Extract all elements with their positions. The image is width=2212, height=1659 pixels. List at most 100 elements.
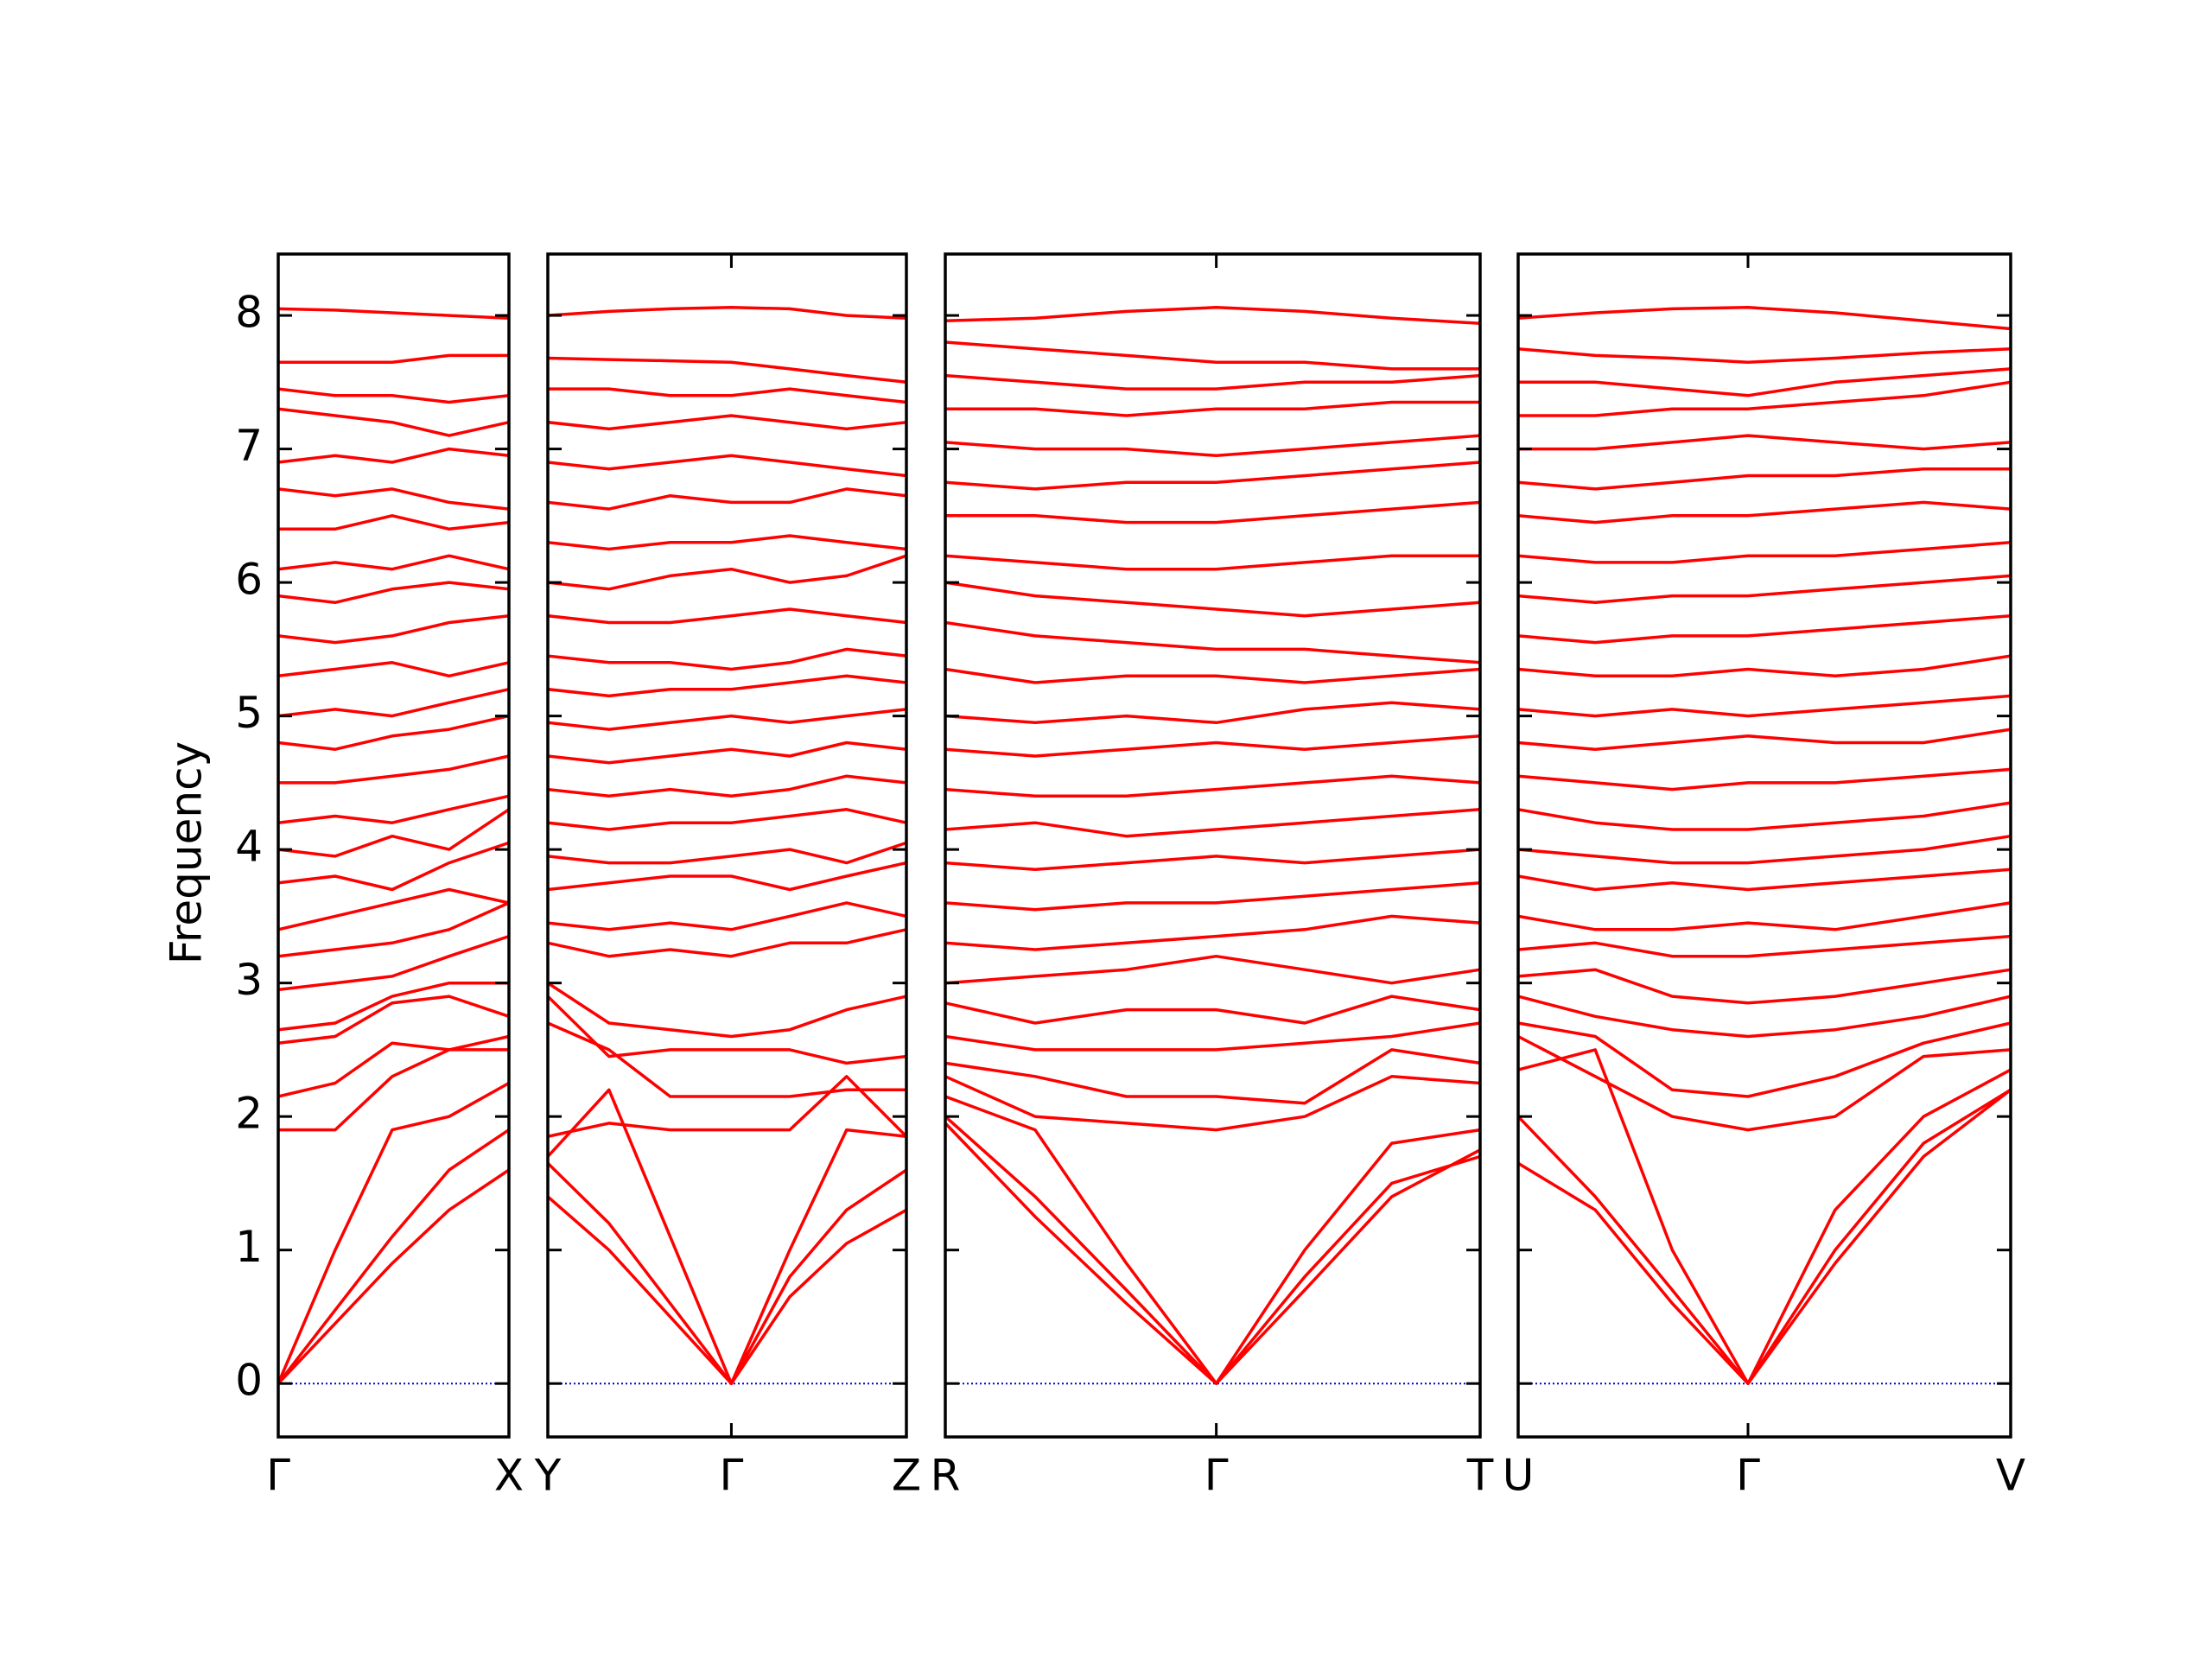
band-line (547, 306, 907, 320)
band-line (277, 714, 510, 751)
band-line (546, 995, 907, 1065)
band-line (1517, 541, 2012, 564)
x-tick-label: T (1466, 1451, 1494, 1501)
band-line (547, 674, 907, 698)
band-line (546, 1195, 907, 1385)
band-line (944, 1115, 1481, 1385)
band-line (1517, 1088, 2012, 1385)
band-line (277, 387, 510, 404)
band-line (546, 1088, 907, 1385)
band-line (277, 307, 510, 320)
band-line (277, 661, 510, 678)
band-line (547, 454, 907, 478)
band-line (1517, 1021, 2012, 1098)
band-line (277, 581, 510, 605)
band-line (277, 887, 510, 931)
band-line (547, 982, 907, 1039)
plot-frame (944, 252, 1482, 1439)
band-line (546, 1161, 907, 1385)
band-line (547, 1075, 908, 1139)
band-line (944, 1122, 1481, 1385)
band-line (277, 934, 510, 992)
band-line (547, 487, 907, 511)
y-tick-label: 7 (235, 421, 263, 471)
band-line (944, 1095, 1481, 1385)
band-line (278, 754, 510, 785)
band-line (944, 701, 1481, 725)
x-tick-label: V (1996, 1451, 2025, 1501)
band-line (277, 841, 510, 892)
band-line (547, 554, 907, 591)
band-line (944, 954, 1481, 985)
y-tick-label: 2 (235, 1089, 263, 1139)
band-line (944, 620, 1481, 664)
x-tick-label: Γ (1205, 1451, 1229, 1501)
band-line (278, 514, 510, 531)
band-line (547, 1021, 906, 1098)
x-tick-label: U (1503, 1451, 1535, 1501)
band-line (944, 774, 1481, 798)
band-line (277, 447, 510, 464)
band-line (945, 500, 1481, 524)
band-line (944, 461, 1481, 491)
y-tick-label: 0 (235, 1356, 263, 1406)
band-line (944, 848, 1481, 872)
x-tick-label: Z (892, 1451, 921, 1501)
band-line (944, 340, 1480, 371)
y-tick-label: 8 (235, 288, 263, 338)
x-tick-label: Γ (266, 1451, 290, 1501)
band-line (278, 1048, 509, 1132)
band-line (276, 1168, 510, 1385)
band-line (944, 581, 1481, 618)
band-line (1517, 934, 2012, 958)
band-line (944, 914, 1481, 951)
band-line (547, 861, 907, 892)
band-line (1517, 1034, 2012, 1132)
band-line (547, 841, 907, 865)
band-line (944, 306, 1481, 326)
band-line (547, 356, 907, 385)
band-line (276, 1128, 510, 1385)
band-line (277, 901, 510, 958)
band-line (1517, 574, 2012, 605)
band-line (547, 808, 907, 831)
band-line (1517, 694, 2012, 718)
band-line (1517, 1048, 2012, 1385)
band-line (547, 647, 907, 671)
band-line (1517, 868, 2012, 892)
band-line (548, 387, 907, 404)
band-line (1517, 467, 2011, 491)
band-line (277, 613, 510, 645)
band-line (547, 708, 907, 731)
band-line (1517, 346, 2012, 364)
band-line (1517, 500, 2012, 524)
x-tick-label: Y (534, 1451, 562, 1501)
plot-frame (546, 252, 908, 1439)
plot-frame (1516, 252, 2012, 1439)
band-line (944, 667, 1481, 684)
band-line (944, 734, 1481, 758)
band-line (945, 400, 1480, 417)
band-line (944, 373, 1481, 391)
band-line (277, 687, 510, 718)
band-line (547, 607, 907, 625)
y-axis-label: Frequency (162, 741, 212, 964)
band-line (944, 554, 1480, 571)
x-tick-label: Γ (1736, 1451, 1760, 1501)
band-line (277, 995, 510, 1045)
y-tick-label: 6 (235, 555, 263, 605)
band-line (1517, 968, 2012, 1005)
band-line (547, 901, 907, 931)
band-line (1517, 613, 2012, 645)
band-line (1517, 901, 2012, 931)
band-line (1518, 367, 2012, 397)
band-line (277, 808, 510, 858)
band-line (1517, 306, 2012, 331)
band-line (944, 1021, 1481, 1052)
x-tick-label: Γ (720, 1451, 744, 1501)
band-line (278, 353, 509, 364)
plot-frame (276, 252, 511, 1439)
y-tick-label: 5 (235, 688, 263, 738)
band-line (277, 794, 510, 824)
band-line (1517, 654, 2012, 678)
